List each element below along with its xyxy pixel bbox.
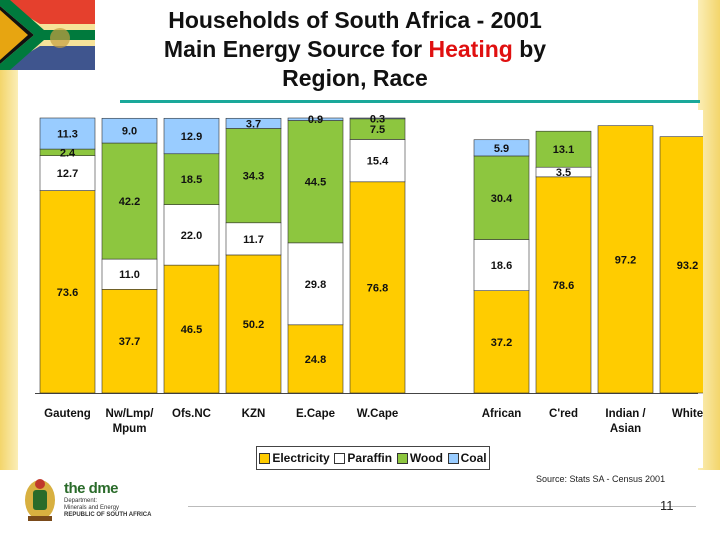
data-label-wood-cat-1: 42.2: [119, 196, 140, 208]
data-label-paraffin-cat-1: 11.0: [119, 269, 140, 281]
bar-wood-cat-3: [225, 128, 282, 224]
bar-paraffin-cat-0: [39, 155, 96, 191]
data-label-electricity-cat-6: 37.2: [491, 337, 512, 349]
coat-of-arms-icon: [25, 479, 55, 521]
category-label-cat-8: Indian /: [605, 408, 646, 420]
source-note: Source: Stats SA - Census 2001: [536, 474, 666, 484]
bar-wood-cat-1: [101, 142, 158, 260]
title-line-2: Main Energy Source for Heating by: [163, 36, 547, 62]
data-label-coal-cat-0: 11.3: [57, 129, 78, 141]
bar-paraffin-cat-3: [225, 222, 282, 256]
category-label-cat-0: Gauteng: [44, 408, 91, 420]
bar-wood-cat-6: [473, 155, 530, 240]
bar-coal-cat-5: [349, 117, 406, 120]
right-decor-band: [698, 0, 720, 470]
chart-area: 73.6 12.7 2.4 11.3 Gauteng 37.7 11.0 42.2 9.0 Nw/…: [23, 110, 716, 468]
bar-electricity-cat-1: [101, 289, 158, 394]
category-label-cat-1: Mpum: [113, 423, 147, 435]
bar-paraffin-cat-1: [101, 258, 158, 290]
category-label-cat-1: Nw/Lmp/: [106, 408, 155, 420]
bar-wood-cat-7: [535, 130, 592, 168]
bar-electricity-cat-0: [39, 190, 96, 394]
bar-coal-cat-2: [163, 117, 220, 155]
legend-item-wood: Wood: [396, 451, 443, 465]
footer-divider: [188, 506, 696, 507]
category-label-cat-7: C'red: [549, 408, 578, 420]
bar-electricity-cat-3: [225, 254, 282, 394]
category-label-cat-9: White: [672, 408, 703, 420]
data-label-paraffin-cat-4: 29.8: [305, 279, 326, 291]
category-label-cat-5: W.Cape: [357, 408, 399, 420]
data-label-paraffin-cat-5: 15.4: [367, 156, 389, 168]
data-label-electricity-cat-8: 97.2: [615, 254, 636, 266]
data-label-electricity-cat-5: 76.8: [367, 282, 388, 294]
left-decor-band: [0, 0, 18, 470]
bar-coal-cat-0: [39, 117, 96, 150]
category-label-cat-3: KZN: [242, 408, 266, 420]
data-label-coal-cat-6: 5.9: [494, 143, 509, 155]
category-label-cat-4: E.Cape: [296, 408, 335, 420]
legend-swatch-coal: [447, 453, 459, 465]
chart-legend: Electricity Paraffin Wood Coal: [256, 446, 490, 470]
data-label-electricity-cat-4: 24.8: [305, 354, 326, 366]
legend-item-coal: Coal: [447, 451, 487, 465]
legend-swatch-electricity: [259, 453, 271, 465]
data-label-coal-cat-1: 9.0: [122, 126, 137, 138]
bar-paraffin-cat-5: [349, 139, 406, 183]
data-label-wood-cat-2: 18.5: [181, 174, 202, 186]
bar-electricity-cat-8: [597, 125, 654, 394]
data-label-wood-cat-5: 7.5: [370, 124, 385, 136]
data-label-paraffin-cat-0: 12.7: [57, 168, 78, 180]
data-label-paraffin-cat-6: 18.6: [491, 260, 512, 272]
logo-brand: the dme: [64, 480, 119, 497]
bar-electricity-cat-4: [287, 324, 344, 394]
category-label-cat-6: African: [482, 408, 522, 420]
bar-electricity-cat-6: [473, 290, 530, 394]
bar-coal-cat-4: [287, 117, 344, 121]
legend-item-electricity: Electricity: [259, 451, 330, 465]
data-label-electricity-cat-7: 78.6: [553, 280, 574, 292]
data-label-wood-cat-6: 30.4: [491, 193, 513, 205]
bar-electricity-cat-5: [349, 181, 406, 394]
bar-coal-cat-1: [101, 117, 158, 144]
data-label-coal-cat-2: 12.9: [181, 131, 202, 143]
data-label-wood-cat-7: 13.1: [553, 144, 574, 156]
bar-paraffin-cat-6: [473, 239, 530, 292]
legend-item-paraffin: Paraffin: [334, 451, 392, 465]
data-label-coal-cat-3: 3.7: [246, 118, 261, 130]
legend-swatch-wood: [396, 453, 408, 465]
bar-wood-cat-2: [163, 153, 220, 205]
dme-logo: the dme Department: Minerals and Energy …: [20, 474, 180, 526]
title-line-3: Region, Race: [282, 65, 428, 91]
page-number: 11: [660, 498, 674, 513]
stacked-bar-chart: 73.6 12.7 2.4 11.3 Gauteng 37.7 11.0 42.2 9.0 Nw/…: [35, 113, 716, 435]
data-label-electricity-cat-3: 50.2: [243, 319, 264, 331]
title-line-1: Households of South Africa - 2001: [168, 7, 542, 33]
data-label-paraffin-cat-3: 11.7: [243, 234, 264, 246]
slide-title: Households of South Africa - 2001 Main E…: [120, 6, 590, 93]
data-label-electricity-cat-9: 93.2: [677, 260, 698, 272]
category-label-cat-2: Ofs.NC: [172, 408, 211, 420]
title-underline: [120, 100, 700, 103]
data-label-electricity-cat-2: 46.5: [181, 324, 202, 336]
data-label-wood-cat-0: 2.4: [60, 147, 76, 159]
title-highlight: Heating: [428, 36, 513, 62]
flag-graphic: [0, 0, 95, 70]
category-label-cat-8: Asian: [610, 423, 641, 435]
bar-paraffin-cat-2: [163, 204, 220, 266]
logo-subtext: Department: Minerals and Energy REPUBLIC…: [64, 498, 152, 518]
bar-coal-cat-6: [473, 139, 530, 157]
bar-wood-cat-4: [287, 120, 344, 244]
data-label-wood-cat-3: 34.3: [243, 171, 264, 183]
data-label-wood-cat-4: 44.5: [305, 177, 326, 189]
data-label-electricity-cat-0: 73.6: [57, 287, 78, 299]
legend-swatch-paraffin: [334, 453, 346, 465]
data-label-coal-cat-5: 0.3: [370, 113, 385, 125]
data-label-paraffin-cat-7: 3.5: [556, 167, 571, 179]
bar-coal-cat-3: [225, 117, 282, 129]
data-label-electricity-cat-1: 37.7: [119, 336, 140, 348]
data-label-coal-cat-4: 0.9: [308, 114, 323, 126]
bar-electricity-cat-2: [163, 264, 220, 394]
data-label-paraffin-cat-2: 22.0: [181, 230, 202, 242]
